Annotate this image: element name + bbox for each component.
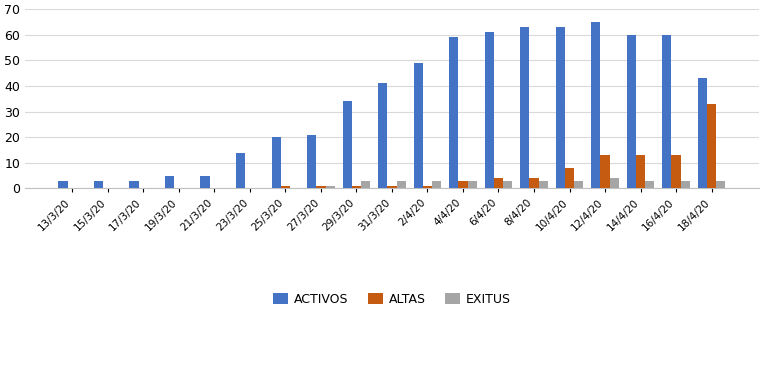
Bar [530, 178, 539, 188]
Bar [459, 181, 468, 188]
Bar [201, 176, 210, 188]
Bar [698, 78, 707, 188]
Bar [662, 35, 671, 188]
Bar [610, 178, 619, 188]
Bar [626, 35, 636, 188]
Bar [503, 181, 512, 188]
Bar [565, 168, 574, 188]
Bar [388, 186, 397, 188]
Bar [423, 186, 432, 188]
Bar [485, 32, 494, 188]
Bar [494, 178, 503, 188]
Bar [59, 181, 68, 188]
Bar [165, 176, 174, 188]
Bar [716, 181, 726, 188]
Bar [432, 181, 441, 188]
Bar [352, 186, 361, 188]
Bar [236, 152, 245, 188]
Bar [600, 155, 610, 188]
Bar [671, 155, 681, 188]
Bar [591, 22, 600, 188]
Bar [307, 135, 317, 188]
Bar [449, 37, 459, 188]
Bar [281, 186, 290, 188]
Bar [414, 63, 423, 188]
Bar [645, 181, 655, 188]
Bar [539, 181, 548, 188]
Bar [707, 104, 716, 188]
Bar [555, 27, 565, 188]
Bar [574, 181, 584, 188]
Bar [520, 27, 530, 188]
Bar [130, 181, 139, 188]
Bar [681, 181, 690, 188]
Bar [317, 186, 326, 188]
Bar [94, 181, 103, 188]
Bar [468, 181, 477, 188]
Bar [636, 155, 645, 188]
Bar [397, 181, 406, 188]
Bar [272, 137, 281, 188]
Bar [361, 181, 370, 188]
Bar [378, 84, 388, 188]
Bar [343, 101, 352, 188]
Bar [326, 186, 335, 188]
Legend: ACTIVOS, ALTAS, EXITUS: ACTIVOS, ALTAS, EXITUS [268, 288, 516, 311]
